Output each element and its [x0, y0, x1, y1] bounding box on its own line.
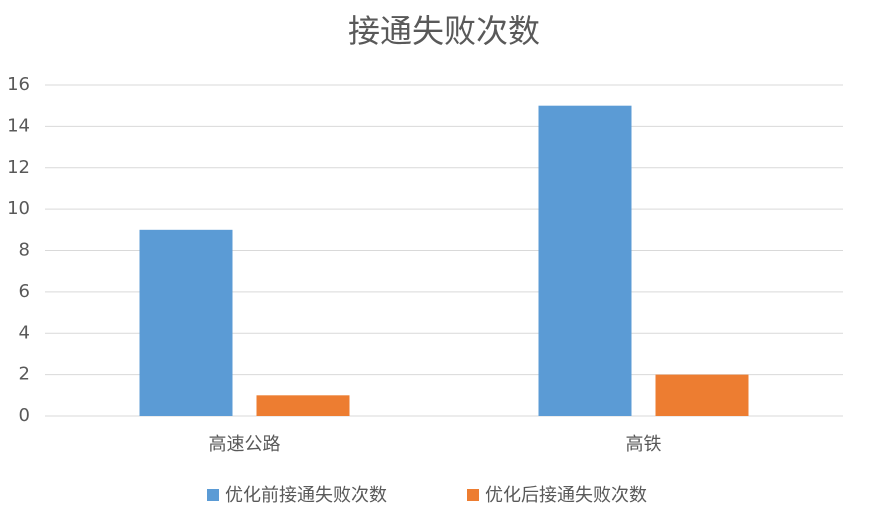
- y-tick-label: 10: [7, 198, 30, 219]
- y-tick-label: 0: [19, 405, 30, 426]
- legend-label: 优化前接通失败次数: [225, 485, 387, 506]
- x-tick-label: 高铁: [626, 434, 662, 455]
- legend-swatch: [467, 489, 479, 501]
- chart-title: 接通失败次数: [348, 12, 540, 50]
- y-tick-label: 8: [19, 240, 30, 261]
- legend-label: 优化后接通失败次数: [485, 485, 647, 506]
- y-tick-label: 6: [19, 281, 30, 302]
- y-tick-label: 2: [19, 364, 30, 385]
- y-tick-label: 12: [7, 157, 30, 178]
- bar: [655, 374, 749, 416]
- y-tick-label: 14: [7, 115, 30, 136]
- y-tick-label: 16: [7, 74, 30, 95]
- y-tick-label: 4: [19, 322, 30, 343]
- bar: [139, 229, 233, 416]
- bar: [256, 395, 350, 416]
- legend-swatch: [207, 489, 219, 501]
- bar: [538, 105, 632, 416]
- x-tick-label: 高速公路: [209, 434, 281, 455]
